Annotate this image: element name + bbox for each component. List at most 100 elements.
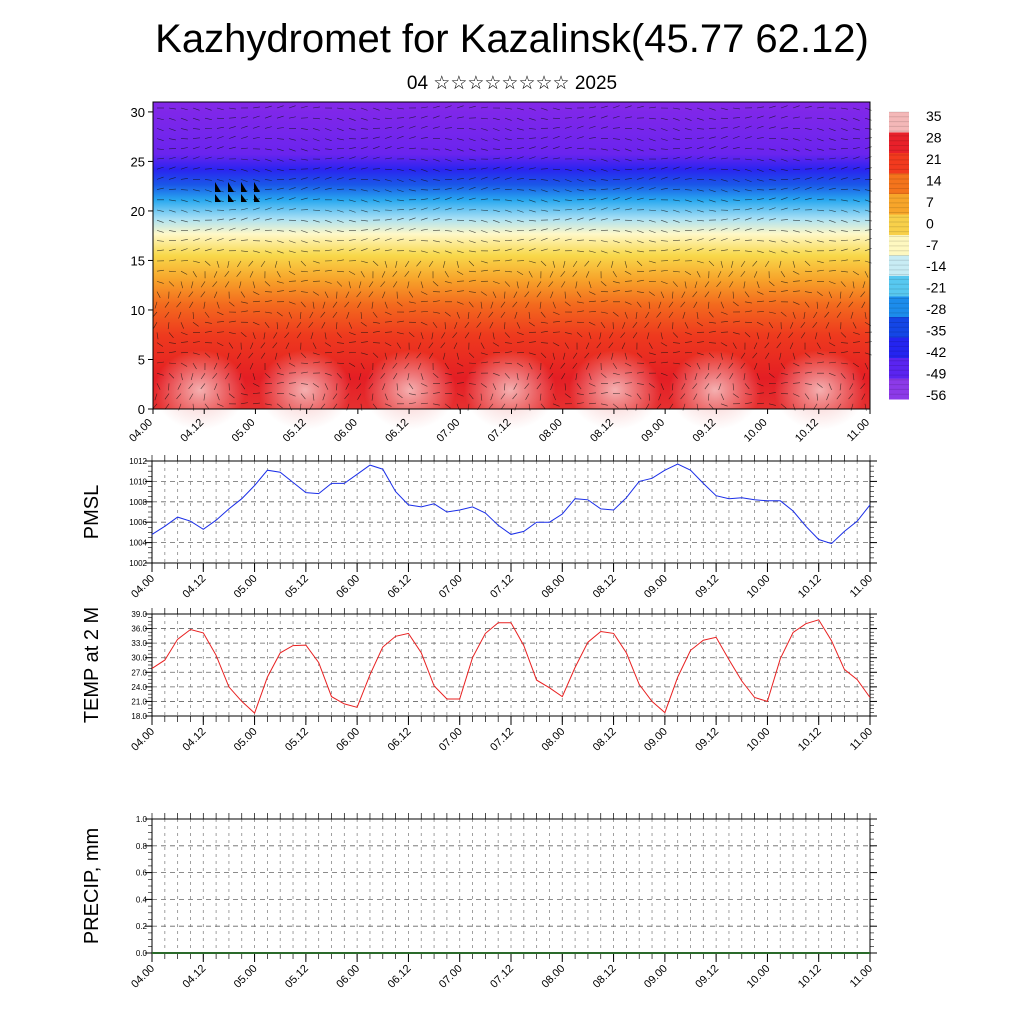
wind-barb [720, 393, 725, 401]
wind-barb [528, 362, 533, 370]
wind-barb [528, 238, 536, 241]
wind-barb [468, 128, 476, 130]
wind-barb [824, 311, 830, 318]
wind-barb [176, 393, 182, 400]
wind-barb [525, 301, 530, 309]
wind-barb [588, 373, 592, 380]
wind-barb [840, 230, 848, 232]
wind-barb [564, 208, 572, 211]
wind-barb [348, 362, 356, 367]
wind-barb [300, 230, 308, 233]
wind-barb [864, 219, 872, 222]
wind-barb [420, 402, 428, 405]
wind-barb [732, 146, 740, 150]
x-tick-label: 06.00 [334, 726, 362, 754]
y-tick-label: 15 [131, 253, 145, 268]
wind-barb [324, 332, 327, 340]
wind-barb [360, 209, 368, 213]
wind-barb [300, 219, 308, 222]
wind-barb [384, 136, 392, 139]
wind-barb [792, 158, 800, 162]
wind-barb [636, 279, 644, 282]
wind-barb [276, 168, 284, 172]
wind-barb [252, 402, 260, 405]
wind-barb [609, 332, 614, 339]
wind-flag-low-2 [241, 194, 247, 202]
wind-barb [804, 168, 813, 170]
wind-barb [504, 383, 506, 391]
wind-barb [744, 116, 752, 119]
y-axis-label: TEMP at 2 M [81, 607, 103, 723]
wind-barb [468, 393, 474, 400]
wind-barb [624, 250, 632, 254]
colorbar-label: -14 [926, 258, 946, 274]
wind-barb [360, 229, 368, 231]
wind-barb [645, 403, 650, 410]
wind-barb [552, 107, 560, 111]
wind-barb [348, 270, 356, 275]
wind-barb [456, 178, 464, 180]
wind-barb [239, 281, 242, 289]
wind-barb [752, 352, 758, 359]
wind-barb [356, 383, 362, 390]
wind-barb [168, 188, 177, 190]
wind-barb [540, 403, 546, 410]
wind-barb [456, 280, 465, 282]
wind-barb [192, 146, 200, 150]
wind-barb [417, 271, 422, 278]
wind-barb [672, 362, 680, 365]
wind-barb [168, 332, 174, 338]
wind-barb [420, 198, 428, 201]
wind-barb [840, 281, 846, 287]
wind-barb [624, 197, 632, 201]
wind-barb [696, 209, 704, 213]
wind-barb [216, 301, 220, 309]
wind-barb [252, 125, 260, 129]
wind-barb [526, 373, 530, 380]
wind-barb [300, 291, 308, 293]
wind-barb [588, 311, 596, 313]
wind-barb [516, 156, 524, 160]
wind-barb [560, 271, 566, 277]
wind-barb [288, 168, 296, 171]
wind-barb [456, 311, 460, 319]
wind-barb [671, 383, 674, 391]
wind-barb [768, 300, 776, 303]
wind-barb [768, 250, 776, 254]
wind-barb [624, 372, 632, 374]
colorbar-swatch [889, 276, 909, 297]
wind-barb [249, 271, 254, 278]
x-tick-label: 10.00 [742, 417, 770, 445]
wind-barb [192, 248, 200, 252]
wind-barb [240, 228, 248, 231]
wind-barb [754, 362, 758, 370]
wind-barb [708, 330, 716, 333]
wind-barb [204, 228, 212, 231]
x-tick-label: 08.00 [539, 573, 567, 601]
wind-barb [180, 362, 188, 367]
wind-barb [528, 219, 536, 222]
wind-barb [864, 107, 872, 111]
wind-barb [504, 281, 510, 287]
wind-barb [300, 158, 308, 161]
wind-barb [600, 300, 608, 303]
wind-barb [684, 117, 692, 121]
wind-barb [540, 156, 548, 160]
wind-barb [862, 373, 866, 380]
wind-barb [528, 352, 536, 356]
colorbar-label: -28 [926, 301, 946, 317]
wind-barb [561, 281, 566, 288]
y-tick-label: 39.0 [131, 610, 147, 619]
wind-barb [312, 240, 320, 243]
panel-frame [151, 613, 871, 717]
wind-barb [780, 197, 788, 201]
wind-barb [216, 393, 220, 401]
wind-barb [852, 238, 860, 241]
wind-barb [744, 310, 752, 313]
wind-barb [348, 166, 356, 170]
wind-barb [513, 383, 518, 390]
wind-barb [624, 260, 628, 268]
wind-barb [416, 260, 422, 267]
wind-barb [444, 250, 452, 254]
wind-barb [309, 403, 314, 411]
